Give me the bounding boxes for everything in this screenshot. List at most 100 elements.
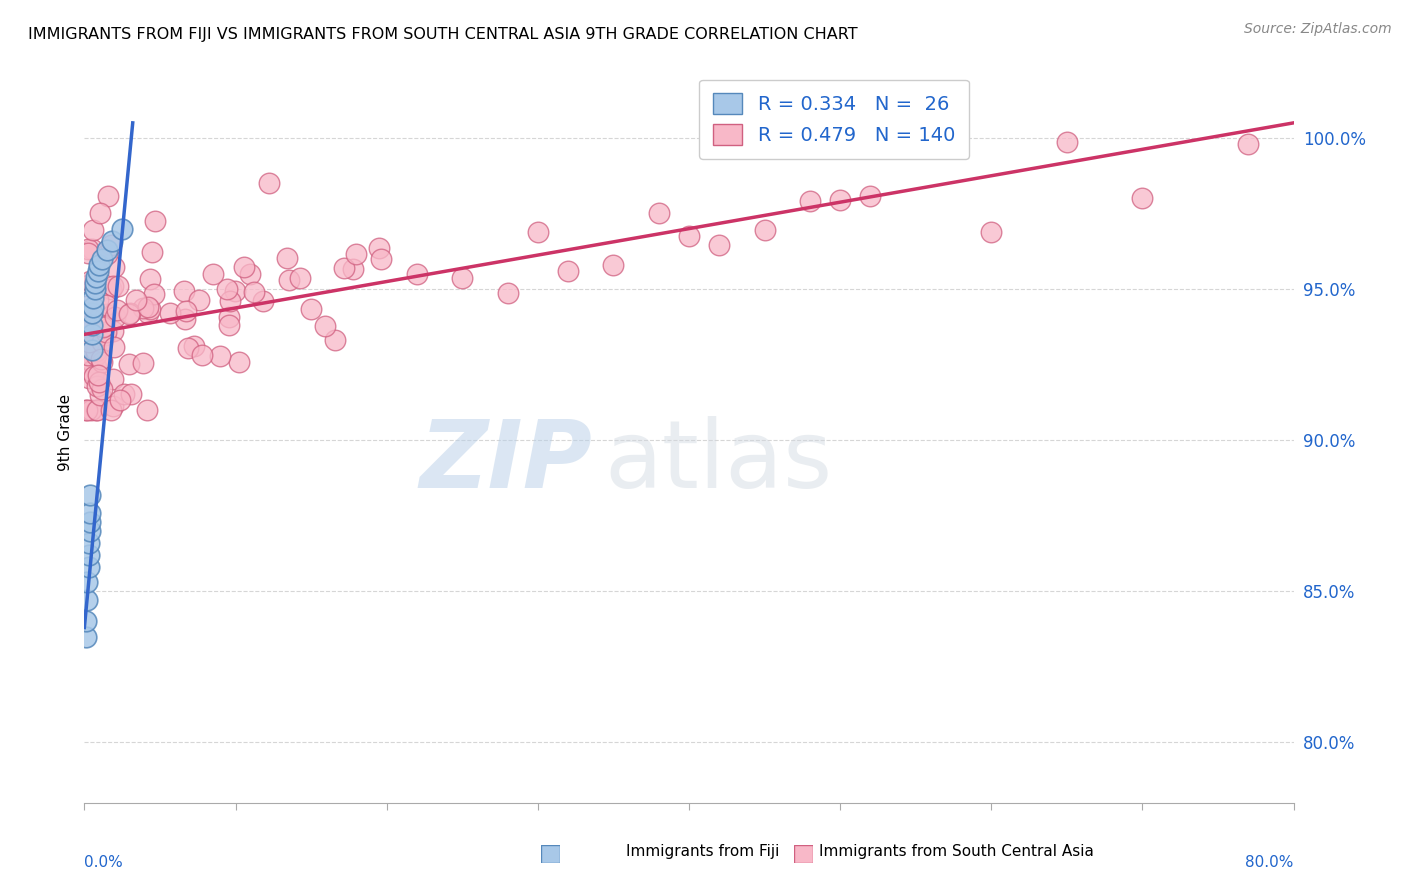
Point: [84, 276, 107, 290]
Point: [100, 238, 122, 252]
Point: [87, 368, 110, 382]
Point: [80, 343, 103, 357]
Text: Immigrants from South Central Asia: Immigrants from South Central Asia: [818, 845, 1094, 859]
Point: [82, 326, 104, 340]
Point: [218, 310, 240, 325]
Point: [96, 326, 118, 340]
Point: [799, 194, 821, 208]
Point: [77, 560, 100, 574]
Point: [82, 321, 104, 335]
Point: [83, 369, 105, 384]
Point: [136, 306, 159, 320]
Point: [215, 282, 238, 296]
Point: [77, 335, 100, 350]
Point: [80, 353, 103, 368]
Point: [96, 247, 118, 261]
Point: [202, 267, 225, 281]
Point: [77, 348, 100, 362]
Point: [288, 271, 311, 285]
Point: [101, 399, 124, 413]
Point: [76, 403, 98, 417]
Text: 0.0%: 0.0%: [84, 855, 124, 870]
Point: [224, 284, 246, 298]
Point: [75, 630, 97, 644]
Point: [132, 301, 155, 315]
Point: [142, 286, 165, 301]
Point: [218, 318, 240, 333]
Point: [496, 285, 519, 300]
Text: Source: ZipAtlas.com: Source: ZipAtlas.com: [1244, 22, 1392, 37]
Point: [83, 306, 105, 320]
Point: [368, 241, 391, 255]
Point: [228, 355, 250, 369]
Point: [370, 252, 392, 266]
Point: [125, 293, 148, 307]
Point: [82, 291, 104, 305]
Point: [82, 310, 104, 324]
Point: [904, 131, 927, 145]
Point: [120, 386, 142, 401]
Text: IMMIGRANTS FROM FIJI VS IMMIGRANTS FROM SOUTH CENTRAL ASIA 9TH GRADE CORRELATION: IMMIGRANTS FROM FIJI VS IMMIGRANTS FROM …: [28, 27, 858, 42]
Point: [84, 281, 107, 295]
Point: [87, 293, 110, 307]
Point: [276, 251, 298, 265]
Point: [79, 487, 101, 501]
Point: [239, 268, 262, 282]
Point: [96, 298, 118, 312]
Point: [218, 294, 240, 309]
Point: [112, 387, 135, 401]
Point: [678, 228, 700, 243]
Point: [557, 264, 579, 278]
Point: [90, 321, 112, 335]
Point: [1130, 191, 1153, 205]
Point: [80, 327, 103, 342]
Point: [118, 307, 141, 321]
Text: 80.0%: 80.0%: [1246, 855, 1294, 870]
Point: [451, 270, 474, 285]
Point: [346, 247, 368, 261]
Point: [76, 575, 98, 590]
Point: [278, 273, 301, 287]
Point: [648, 206, 671, 220]
Point: [77, 309, 100, 323]
Point: [83, 343, 105, 358]
Point: [527, 225, 550, 239]
Point: [859, 188, 882, 202]
Point: [100, 234, 122, 248]
Point: [75, 615, 97, 629]
Point: [79, 506, 101, 520]
Point: [80, 318, 103, 333]
Point: [143, 213, 166, 227]
Point: [82, 300, 104, 314]
Point: [77, 370, 100, 384]
Point: [91, 252, 114, 266]
Text: Immigrants from Fiji: Immigrants from Fiji: [626, 845, 780, 859]
Legend: R = 0.334   N =  26, R = 0.479   N = 140: R = 0.334 N = 26, R = 0.479 N = 140: [699, 79, 969, 159]
Point: [118, 306, 141, 320]
Point: [76, 305, 98, 319]
Point: [96, 243, 118, 257]
Point: [89, 258, 111, 272]
Point: [79, 524, 101, 538]
Text: atlas: atlas: [605, 417, 832, 508]
Point: [82, 243, 104, 257]
Point: [209, 349, 232, 363]
Point: [107, 302, 129, 317]
Point: [406, 268, 429, 282]
Point: [108, 392, 131, 407]
Point: [79, 277, 101, 291]
Point: [138, 271, 160, 285]
Point: [107, 279, 129, 293]
Point: [84, 348, 107, 362]
Point: [252, 294, 274, 309]
Point: [84, 282, 107, 296]
Point: [77, 321, 100, 335]
Point: [299, 301, 322, 316]
Point: [174, 304, 197, 318]
Point: [100, 403, 122, 417]
Point: [86, 270, 108, 285]
Point: [84, 403, 107, 417]
Point: [79, 515, 101, 529]
Point: [141, 244, 163, 259]
Point: [80, 403, 103, 417]
